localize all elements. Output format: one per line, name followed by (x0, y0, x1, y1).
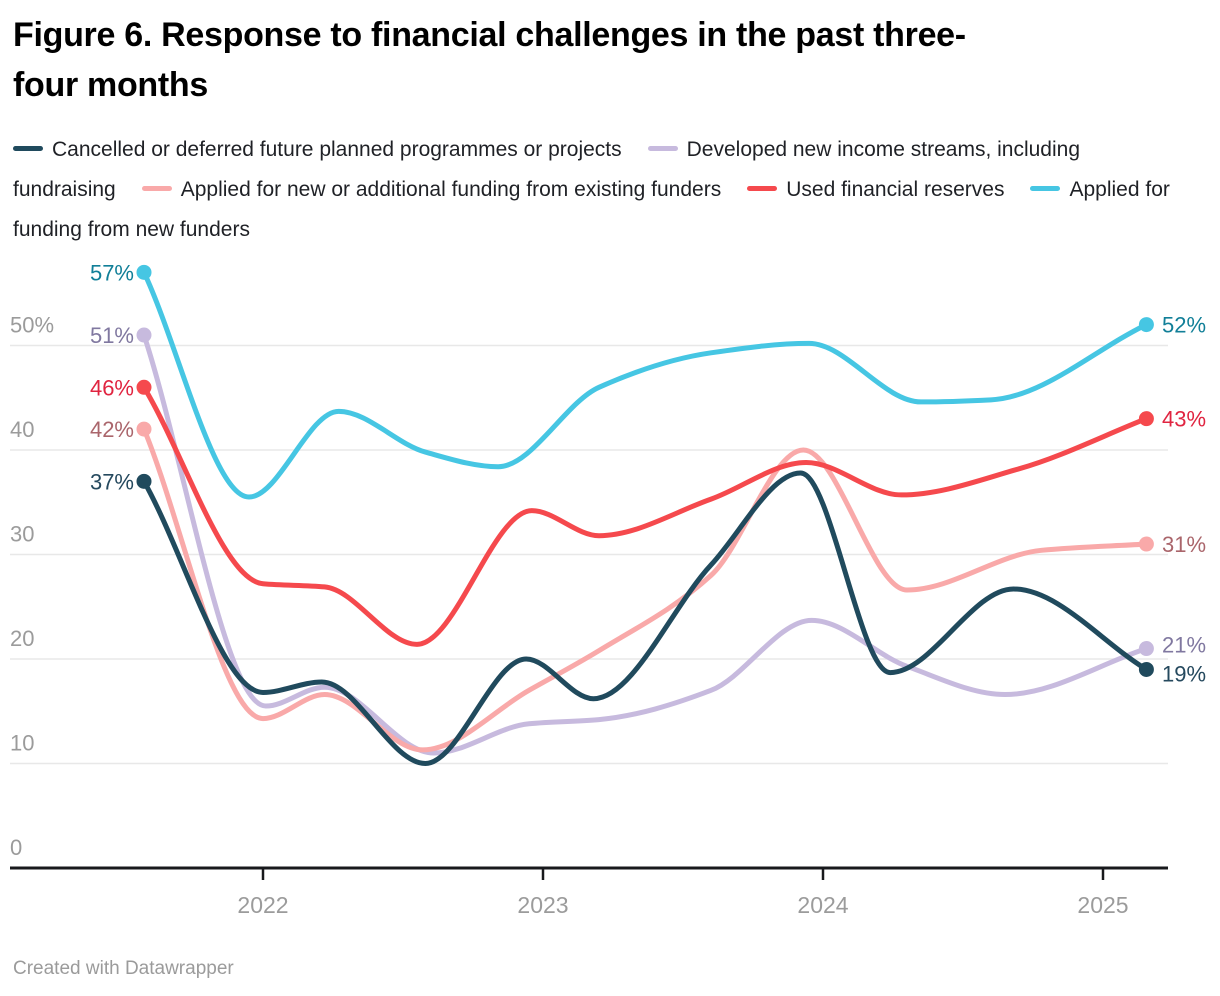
value-label-start-new-funders: 57% (90, 260, 134, 285)
value-label-start-reserves: 46% (90, 375, 134, 400)
legend-swatch-reserves (747, 185, 778, 191)
legend-item-reserves: Used financial reserves (747, 178, 1004, 201)
legend-label: Applied for funding from new funders (13, 178, 1170, 241)
legend-item-cancelled: Cancelled or deferred future planned pro… (13, 138, 622, 161)
series-line-developed (141, 332, 1149, 756)
value-label-start-developed: 51% (90, 323, 134, 348)
series-end-point-cancelled (1138, 661, 1154, 677)
y-axis-label-40: 40 (10, 417, 34, 442)
value-label-start-cancelled: 37% (90, 469, 134, 494)
series-line-applied-existing (141, 426, 1149, 753)
legend-label: Cancelled or deferred future planned pro… (52, 138, 622, 161)
legend-item-new-funders: Applied for funding from new funders (13, 178, 1170, 241)
chart-title-line-2: four months (13, 66, 209, 104)
series-end-point-reserves (1138, 411, 1154, 427)
value-label-end-new-funders: 52% (1162, 313, 1206, 338)
x-axis-label-2023: 2023 (517, 892, 568, 918)
x-axis-label-2024: 2024 (797, 892, 848, 918)
series-start-point-cancelled (136, 473, 152, 489)
y-axis-label-20: 20 (10, 626, 34, 651)
legend-label: Developed new income streams, including … (13, 138, 1081, 201)
x-axis-label-2025: 2025 (1077, 892, 1128, 918)
series-start-point-developed (136, 327, 152, 343)
legend-label: Applied for new or additional funding fr… (180, 178, 722, 201)
chart-title: Figure 6. Response to financial challeng… (13, 10, 1213, 110)
value-label-end-cancelled: 19% (1162, 661, 1206, 686)
legend-item-developed: Developed new income streams, including … (13, 138, 1080, 201)
series-start-point-applied-existing (136, 421, 152, 437)
y-axis-label-50: 50% (10, 313, 54, 338)
legend-swatch-new-funders (1030, 185, 1061, 191)
legend-item-applied-existing: Applied for new or additional funding fr… (141, 178, 722, 201)
attribution: Created with Datawrapper (13, 958, 234, 979)
legend-swatch-developed (647, 145, 678, 151)
value-label-end-reserves: 43% (1162, 407, 1206, 432)
legend-label: Used financial reserves (786, 178, 1005, 201)
x-axis-label-2022: 2022 (237, 892, 288, 918)
series-line-cancelled (141, 470, 1149, 766)
series-end-point-new-funders (1138, 317, 1154, 333)
legend-swatch-applied-existing (141, 185, 172, 191)
value-label-end-developed: 21% (1162, 633, 1206, 658)
chart-title-line-1: Figure 6. Response to financial challeng… (13, 16, 966, 54)
y-axis-label-0: 0 (10, 835, 22, 860)
series-line-reserves (141, 384, 1149, 647)
series-end-point-applied-existing (1138, 536, 1154, 552)
value-label-start-applied-existing: 42% (90, 417, 134, 442)
y-axis-label-10: 10 (10, 731, 34, 756)
legend: Cancelled or deferred future planned pro… (13, 130, 1209, 250)
legend-swatch-cancelled (13, 145, 43, 151)
series-line-new-funders (141, 269, 1149, 500)
value-label-end-applied-existing: 31% (1162, 532, 1206, 557)
series-start-point-reserves (136, 379, 152, 395)
series-start-point-new-funders (136, 264, 152, 280)
series-end-point-developed (1138, 641, 1154, 657)
y-axis-label-30: 30 (10, 522, 34, 547)
